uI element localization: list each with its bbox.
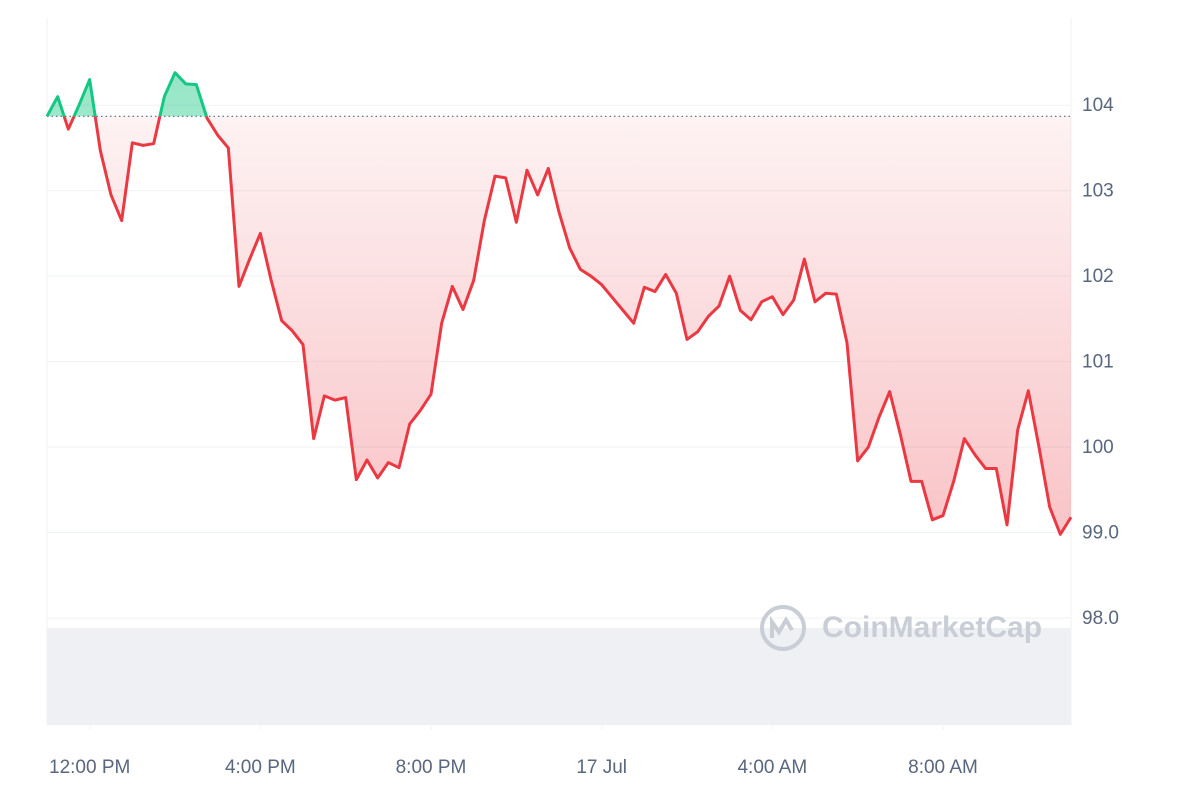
x-tick-label: 12:00 PM <box>49 757 130 778</box>
volume-area <box>47 628 1071 725</box>
x-tick-label: 4:00 AM <box>737 757 807 778</box>
x-tick-label: 17 Jul <box>576 757 627 778</box>
y-tick-label: 99.0 <box>1082 523 1119 544</box>
price-line-down <box>47 116 1073 536</box>
area-down <box>64 116 1071 535</box>
x-tick-label: 8:00 AM <box>908 757 978 778</box>
watermark-text: CoinMarketCap <box>822 611 1042 644</box>
y-tick-label: 98.0 <box>1082 608 1119 629</box>
x-tick-label: 4:00 PM <box>225 757 296 778</box>
y-tick-label: 100 <box>1082 437 1114 458</box>
plot <box>45 71 1073 536</box>
y-tick-label: 101 <box>1082 352 1114 373</box>
watermark: CoinMarketCap <box>760 605 1042 651</box>
watermark-logo-mark <box>770 615 794 638</box>
y-tick-label: 102 <box>1082 266 1114 287</box>
x-tick-label: 8:00 PM <box>396 757 467 778</box>
watermark-logo <box>760 605 806 651</box>
y-tick-label: 104 <box>1082 95 1114 116</box>
y-tick-label: 103 <box>1082 181 1114 202</box>
